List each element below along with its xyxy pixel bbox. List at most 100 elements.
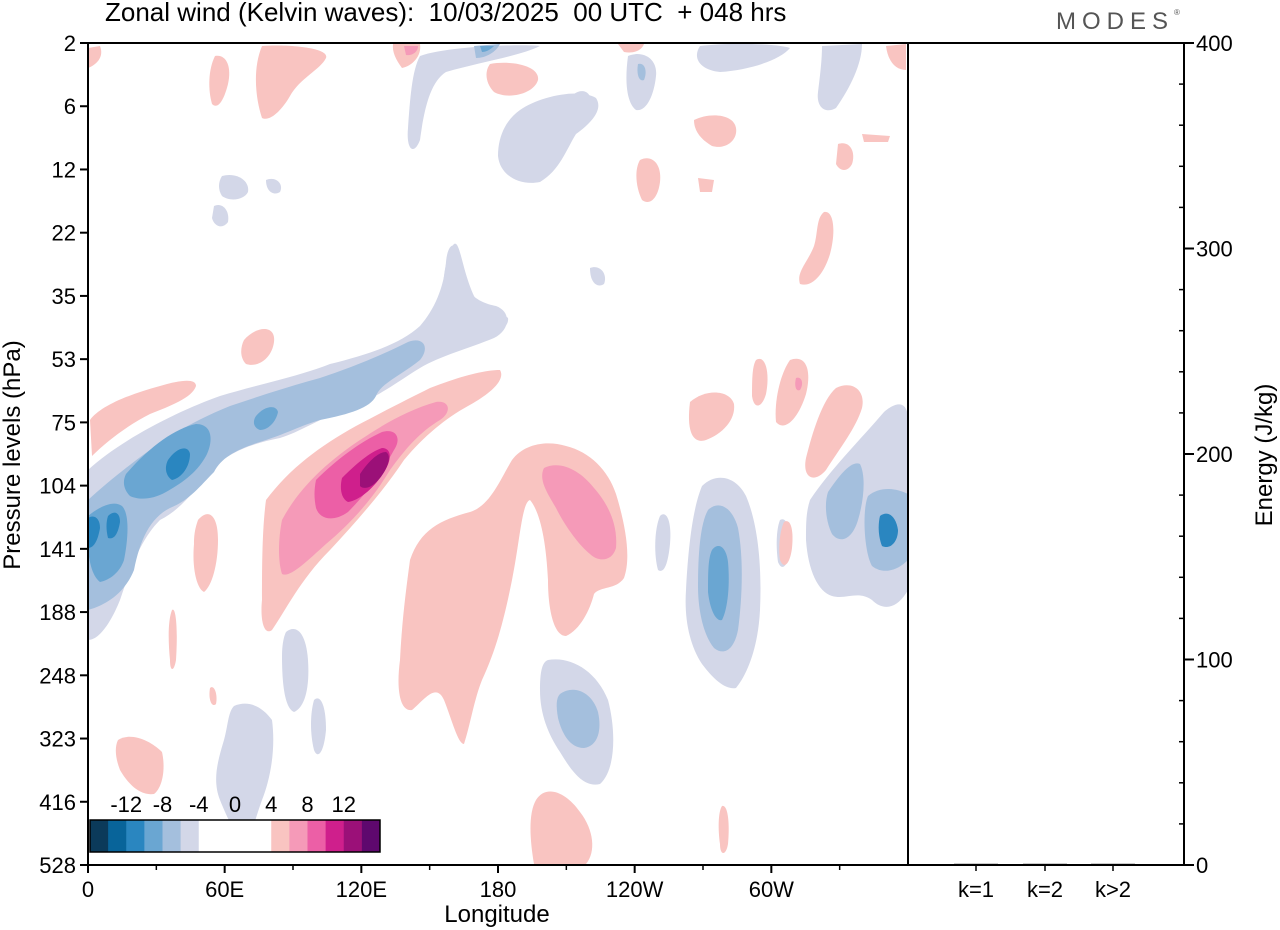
contour-pos-4 [255,45,327,119]
contour-pos-6 [404,46,418,56]
contour-pos-4 [486,62,539,96]
pressure-tick-label: 323 [39,727,76,752]
contour-neg-10 [106,512,120,539]
contour-pos-4 [168,609,177,669]
contour-neg-6 [825,463,864,540]
colorbar-label: 0 [229,792,241,817]
contour-neg-8 [878,513,898,548]
energy-category-label: k=2 [1027,877,1063,902]
energy-tick-label: 300 [1196,237,1233,262]
chart-title: Zonal wind (Kelvin waves): 10/03/2025 00… [105,0,787,27]
energy-category-label: k>2 [1095,877,1131,902]
colorbar-bin [126,820,145,852]
colorbar-bin [198,820,272,852]
contour-pos-4 [752,358,768,406]
colorbar-label: 8 [301,792,313,817]
contour-neg-6 [556,689,600,748]
colorbar-bin [180,820,200,852]
contour-neg-4 [212,204,229,227]
contour-pos-4 [805,385,863,478]
energy-tick-label: 400 [1196,31,1233,56]
colorbar-label: -4 [189,792,209,817]
contour-neg-10 [165,448,190,480]
contour-neg-4 [574,91,591,107]
contour-pos-6 [542,465,617,560]
longitude-tick-label: 0 [82,877,94,902]
contour-neg-8 [480,46,494,52]
pressure-tick-label: 75 [52,410,76,435]
energy-panel: 0 100 200 300 400 k=1 k=2 k>2 Energy (J/kg) [907,31,1278,902]
colorbar-label: 4 [265,792,277,817]
colorbar-bin [90,820,109,852]
longitude-tick-label: 60E [205,877,244,902]
contour-pos-4 [241,329,275,365]
contour-neg-4 [817,44,862,111]
contour-neg-4 [407,45,540,150]
x-axis-label: Longitude [444,901,549,928]
energy-categories: k=1 k=2 k>2 [958,865,1131,902]
contour-pos-4 [209,55,230,106]
pressure-tick-label: 528 [39,853,76,878]
colorbar: -12 -8 -4 0 4 8 12 [89,792,381,853]
contour-pos-12 [360,452,389,488]
contour-pos-4 [836,143,854,170]
pressure-tick-label: 53 [52,347,76,372]
pressure-axis: 2 6 12 22 35 53 75 104 141 188 248 323 416 528 [39,31,88,878]
contour-pos-4 [90,380,196,456]
longitude-tick-label: 180 [480,877,517,902]
longitude-tick-label: 120E [336,877,387,902]
colorbar-bin [307,820,327,852]
pressure-tick-label: 104 [39,474,76,499]
colorbar-label: -8 [153,792,173,817]
energy-category-label: k=1 [958,877,994,902]
contour-pos-4 [618,44,644,53]
pressure-tick-label: 12 [52,157,76,182]
contour-neg-4 [282,629,309,712]
energy-axis: 0 100 200 300 400 [1179,31,1233,878]
contour-neg-4 [311,698,326,755]
colorbar-bin [325,820,345,852]
pressure-tick-label: 188 [39,600,76,625]
contour-pos-4 [698,178,714,192]
colorbar-frame [89,819,381,853]
contour-neg-6 [88,340,425,610]
contour-neg-10 [88,516,100,548]
colorbar-label: 12 [332,792,356,817]
contour-neg-4 [266,178,282,194]
energy-bar [954,863,998,865]
contour-pos-4 [718,805,729,853]
registered-mark: ® [1174,8,1180,17]
contour-pos-4 [862,134,890,142]
contour-pos-4 [688,392,735,441]
brand-text: MODES [1056,8,1175,35]
contour-pos-6 [795,377,803,391]
contour-field [88,43,908,864]
colorbar-bin [162,820,182,852]
y-axis-label: Pressure levels (hPa) [0,340,26,569]
contour-pos-4 [886,44,906,70]
contour-pos-4 [209,687,217,706]
contour-neg-8 [123,424,211,499]
colorbar-bin [108,820,127,852]
hovmoller-panel: 2 6 12 22 35 53 75 104 141 188 248 323 416 528 0 60E 12… [0,31,909,928]
contour-neg-4 [219,174,249,200]
contour-pos-4 [115,736,164,795]
longitude-axis: 0 60E 120E 180 120W 60W [82,865,841,902]
energy-bar [1091,863,1135,865]
contour-neg-4 [626,54,657,111]
contour-neg-4 [88,245,508,640]
pressure-tick-label: 416 [39,790,76,815]
contour-pos-4 [636,158,661,202]
energy-bars [954,863,1135,865]
contour-neg-4 [655,514,671,571]
energy-tick-label: 200 [1196,442,1233,467]
energy-bar [1023,863,1067,865]
longitude-tick-label: 60W [749,877,794,902]
pressure-tick-label: 248 [39,663,76,688]
contour-neg-4 [498,93,599,183]
colorbar-bin [361,820,381,852]
longitude-tick-label: 120W [606,877,664,902]
pressure-tick-label: 2 [64,31,76,56]
contour-pos-4 [694,115,737,147]
